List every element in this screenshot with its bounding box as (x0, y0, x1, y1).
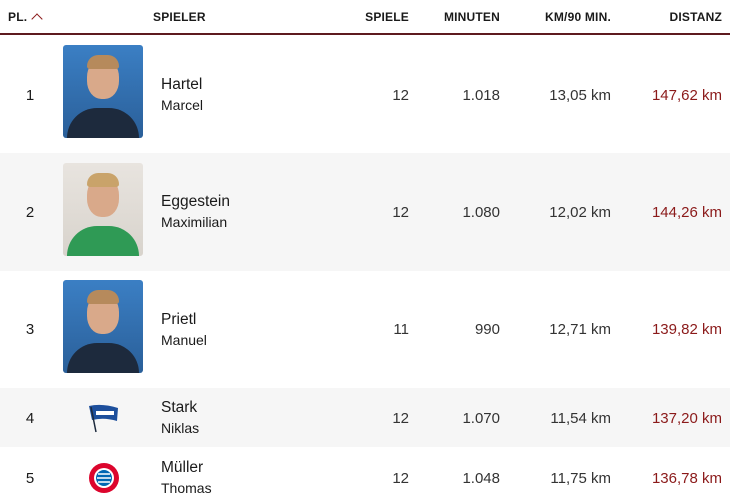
table-row[interactable]: 4 Stark Niklas 12 1.070 11,54 km 137,20 … (0, 388, 730, 447)
first-name: Marcel (161, 97, 204, 113)
first-name: Niklas (161, 420, 200, 436)
player-photo (63, 280, 143, 373)
chevron-up-icon (31, 13, 43, 25)
games: 12 (392, 204, 409, 221)
table-row[interactable]: 2 Eggestein Maximilian 12 1.080 12,02 km… (0, 153, 730, 271)
distance: 137,20 km (651, 410, 722, 427)
minutes: 990 (474, 321, 500, 338)
distance: 147,62 km (651, 87, 722, 104)
table-row[interactable]: 1 Hartel Marcel 12 1.018 13,05 km 147,62… (0, 37, 730, 153)
minutes: 1.048 (462, 470, 500, 487)
km-per-90: 11,75 km (550, 470, 611, 487)
bayern-crest-icon (89, 463, 119, 493)
last-name[interactable]: Eggestein (161, 193, 230, 210)
first-name: Manuel (161, 332, 207, 348)
last-name[interactable]: Hartel (161, 76, 203, 93)
first-name: Maximilian (161, 214, 228, 230)
distance: 136,78 km (651, 470, 722, 487)
minutes: 1.070 (462, 410, 500, 427)
player-photo (63, 163, 143, 256)
rank: 4 (25, 410, 35, 427)
distance-header[interactable]: DISTANZ (669, 10, 722, 24)
games: 12 (392, 470, 409, 487)
hertha-flag-icon (89, 404, 118, 433)
games: 12 (392, 87, 409, 104)
last-name[interactable]: Stark (161, 399, 198, 416)
km-per-90: 11,54 km (550, 410, 611, 427)
minutes: 1.080 (462, 204, 500, 221)
games-header[interactable]: SPIELE (365, 10, 409, 24)
first-name: Thomas (161, 480, 212, 496)
km-per-90: 12,71 km (549, 321, 611, 338)
rank: 5 (25, 470, 35, 487)
last-name[interactable]: Prietl (161, 311, 197, 328)
km-per-90: 13,05 km (549, 87, 611, 104)
km-per-90: 12,02 km (549, 204, 611, 221)
minutes-header[interactable]: MINUTEN (443, 10, 500, 24)
table-header: PL. SPIELER SPIELE MINUTEN KM/90 MIN. DI… (0, 0, 730, 35)
sort-rank-header[interactable]: PL. (8, 10, 43, 25)
km90-header[interactable]: KM/90 MIN. (544, 10, 611, 24)
distance: 139,82 km (651, 321, 722, 338)
table-row[interactable]: 5 Müller Thomas 12 1.048 11,75 km 136,78… (0, 447, 730, 503)
minutes: 1.018 (462, 87, 500, 104)
games: 12 (392, 410, 409, 427)
rank: 3 (25, 321, 35, 338)
player-photo (63, 45, 143, 138)
games: 11 (393, 321, 409, 338)
player-header[interactable]: SPIELER (153, 10, 206, 24)
rank: 1 (25, 87, 35, 104)
table-row[interactable]: 3 Prietl Manuel 11 990 12,71 km 139,82 k… (0, 271, 730, 388)
rank: 2 (25, 204, 35, 221)
last-name[interactable]: Müller (161, 459, 204, 476)
distance: 144,26 km (651, 204, 722, 221)
